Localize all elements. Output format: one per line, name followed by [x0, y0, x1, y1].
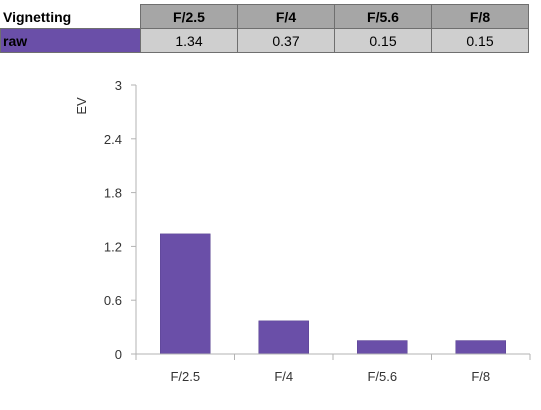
table-row: raw 1.34 0.37 0.15 0.15	[0, 28, 529, 53]
header-cell-f8[interactable]: F/8	[431, 4, 529, 29]
y-tick-label: 0.6	[104, 293, 122, 308]
bar-series	[160, 233, 506, 355]
table-title-cell[interactable]: Vignetting	[0, 4, 141, 29]
value-cell-f8[interactable]: 0.15	[431, 28, 529, 53]
y-axis-title: EV	[74, 97, 89, 115]
x-tick-label: F/4	[274, 369, 293, 384]
row-label-cell[interactable]: raw	[0, 28, 141, 53]
y-tick-label: 3	[115, 78, 122, 93]
bar-f-5-6[interactable]	[357, 340, 408, 355]
y-tick-label: 0	[115, 347, 122, 362]
table-header-row: Vignetting F/2.5 F/4 F/5.6 F/8	[0, 4, 529, 29]
value-cell-f4[interactable]: 0.37	[237, 28, 335, 53]
y-tick-label: 2.4	[104, 132, 122, 147]
value-cell-f2-5[interactable]: 1.34	[140, 28, 238, 53]
data-table: Vignetting F/2.5 F/4 F/5.6 F/8 raw 1.34 …	[0, 4, 529, 53]
x-axis-tick-labels: F/2.5 F/4 F/5.6 F/8	[170, 369, 490, 384]
x-tick-label: F/5.6	[367, 369, 397, 384]
header-cell-f5-6[interactable]: F/5.6	[334, 4, 432, 29]
bar-f-4[interactable]	[258, 320, 309, 355]
x-tick-label: F/2.5	[170, 369, 200, 384]
value-cell-f5-6[interactable]: 0.15	[334, 28, 432, 53]
y-tick-label: 1.2	[104, 239, 122, 254]
y-tick-label: 1.8	[104, 186, 122, 201]
y-axis-tick-labels: 0 0.6 1.2 1.8 2.4 3	[104, 78, 122, 362]
bar-f-8[interactable]	[455, 340, 506, 355]
bar-f-2-5[interactable]	[160, 233, 211, 355]
x-tick-label: F/8	[471, 369, 490, 384]
